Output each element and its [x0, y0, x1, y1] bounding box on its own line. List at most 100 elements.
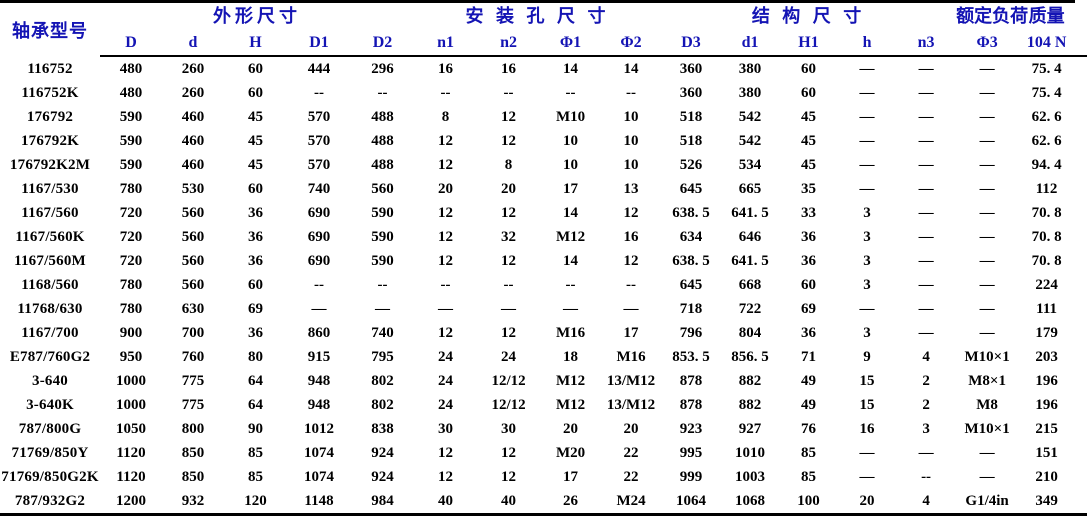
table-row: 71769/850G2K 1120 850 85 1074 924 12 12 17 22 999 1…: [0, 465, 1087, 489]
cell-value: 70. 8: [1031, 205, 1062, 221]
cell-value: 722: [738, 301, 762, 317]
cell-value: 90: [248, 421, 263, 437]
cell-value: —: [918, 157, 934, 173]
cell-value: 882: [738, 373, 762, 389]
cell-value: 1200: [100, 489, 162, 516]
cell-value: 14: [563, 253, 579, 269]
cell-value: 85: [248, 445, 263, 461]
cell-value: —: [918, 205, 934, 221]
cell-model: 1167/530: [21, 181, 79, 197]
cell-value: 3: [863, 229, 871, 245]
cell-value: 85: [801, 469, 817, 485]
cell-value: 20: [838, 489, 897, 516]
cell-value: 138: [1075, 345, 1087, 369]
column-header-phi1: Φ1: [540, 30, 602, 57]
cell-value: M10×1: [964, 421, 1010, 437]
cell-value: 780: [119, 301, 143, 317]
table-row: 787/800G 1050 800 90 1012 838 30 30 20 20 923 927 76…: [0, 417, 1087, 441]
group-header-mass: 质量: [1018, 0, 1076, 30]
cell-value: 2: [922, 373, 930, 389]
cell-value: 12: [501, 325, 517, 341]
cell-value: 30: [438, 421, 454, 437]
cell-value: 760: [181, 349, 205, 365]
cell-value: M12: [555, 373, 586, 389]
cell-value: 30: [501, 421, 517, 437]
cell-model: 71769/850Y: [11, 445, 89, 461]
cell-value: —: [918, 109, 934, 125]
cell-value: 775: [181, 397, 205, 413]
cell-value: 530: [181, 181, 205, 197]
cell-value: 17: [563, 469, 579, 485]
cell-value: 3: [863, 277, 871, 293]
cell-value: 1010: [735, 445, 766, 461]
cell-value: 690: [307, 205, 331, 221]
cell-value: 12: [438, 229, 454, 245]
cell-value: 542: [738, 133, 762, 149]
cell-model: 1167/560K: [15, 229, 85, 245]
cell-value: 60: [801, 277, 817, 293]
cell-value: 12: [438, 469, 454, 485]
table-row: 1167/530 780 530 60 740 560 20 20 17 13 645 665 35 — —…: [0, 177, 1087, 201]
cell-value: 1120: [116, 469, 146, 485]
cell-value: —: [918, 229, 934, 245]
cell-value: 460: [181, 157, 205, 173]
cell-value: 69: [801, 301, 817, 317]
cell-value: —: [859, 85, 875, 101]
cell-value: 984: [351, 489, 415, 516]
cell-value: 1064: [661, 489, 722, 516]
column-header-rated-load-unit: 104 N: [1018, 30, 1076, 57]
cell-value: 995: [679, 445, 703, 461]
cell-value: 196: [1035, 397, 1058, 413]
cell-value: 12: [501, 109, 517, 125]
cell-value: —: [859, 445, 875, 461]
cell-value: 103: [1075, 177, 1087, 201]
cell-model: 3-640: [32, 373, 68, 389]
cell-model: 116752: [27, 60, 73, 77]
cell-value: 932: [162, 489, 224, 516]
cell-value: 10: [623, 109, 639, 125]
cell-value: 64: [248, 397, 263, 413]
cell-value: 518: [679, 109, 703, 125]
cell-value: 804: [738, 325, 762, 341]
cell-value: —: [918, 85, 934, 101]
table-row: 116752 480 260 60 444 296 16 16 14 14 360 380 60 — — — 7…: [0, 56, 1087, 81]
cell-value: 20: [501, 181, 517, 197]
cell-value: 349: [1018, 489, 1076, 516]
cell-value: 296: [371, 61, 394, 77]
table-row: 1167/560M 720 560 36 690 590 12 12 14 12 638. 5 641…: [0, 249, 1087, 273]
cell-value: 60: [248, 85, 263, 101]
cell-value: 641. 5: [731, 253, 769, 269]
cell-value: 3: [863, 253, 871, 269]
cell-value: 4: [896, 489, 957, 516]
cell-value: 3: [863, 205, 871, 221]
cell-value: 360: [679, 85, 703, 101]
cell-value: 570: [307, 133, 331, 149]
cell-value: 460: [181, 109, 205, 125]
table-row: E787/760G2 950 760 80 915 795 24 24 18 M16 853. 5 8…: [0, 345, 1087, 369]
cell-value: 26: [540, 489, 602, 516]
cell-value: 12: [438, 325, 454, 341]
cell-model: 176792: [26, 109, 74, 125]
cell-value: 775: [181, 373, 205, 389]
cell-value: 36: [801, 253, 817, 269]
cell-value: 60: [248, 181, 263, 197]
cell-value: 488: [371, 157, 394, 173]
cell-value: 179: [1035, 325, 1058, 341]
column-header-phi3: Φ3: [956, 30, 1019, 57]
cell-value: 665: [738, 181, 762, 197]
cell-value: 1000: [116, 397, 146, 413]
cell-value: 111: [1036, 301, 1058, 317]
cell-value: 55: [1075, 56, 1087, 81]
cell-value: —: [859, 181, 875, 197]
cell-value: M16: [555, 325, 586, 341]
cell-value: 94. 4: [1031, 157, 1062, 173]
cell-value: 40: [414, 489, 478, 516]
table-row: 787/932G2 1200 932 120 1148 984 40 40 26 M24 1064 1…: [0, 489, 1087, 516]
cell-value: 590: [371, 205, 394, 221]
cell-value: 49: [801, 397, 817, 413]
cell-value: —: [918, 181, 934, 197]
cell-value: 13/M12: [606, 397, 656, 413]
cell-value: 645: [679, 181, 703, 197]
cell-value: 542: [738, 109, 762, 125]
